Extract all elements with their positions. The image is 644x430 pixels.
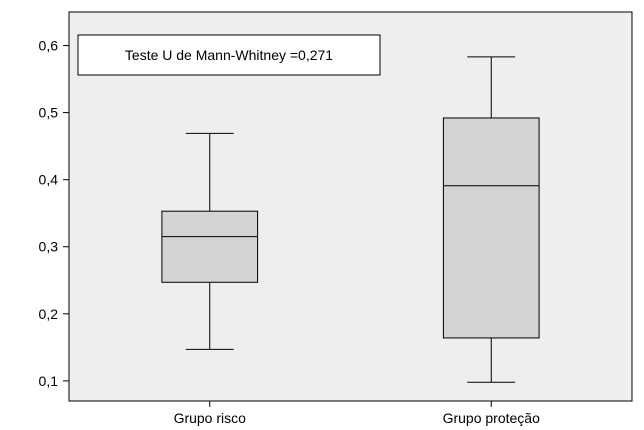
y-tick-label-1: 0,2	[39, 306, 59, 322]
x-tick-label-0: Grupo risco	[174, 410, 247, 426]
annotation-frame	[77, 34, 381, 76]
y-tick-label-5: 0,6	[39, 38, 59, 54]
box-0	[161, 210, 259, 283]
box-1	[442, 117, 540, 339]
y-tick-label-4: 0,5	[39, 105, 59, 121]
annotation-box: Teste U de Mann-Whitney =0,271	[77, 34, 381, 76]
y-tick-label-2: 0,3	[39, 239, 59, 255]
x-tick-label-1: Grupo proteção	[443, 410, 540, 426]
chart-marks: 0,1 0,2 0,3 0,4 0,5 0,6 Grupo risco Grupo prote…	[39, 38, 541, 426]
annotation-text: Teste U de Mann-Whitney =0,271	[125, 47, 333, 63]
y-tick-label-0: 0,1	[39, 373, 59, 389]
y-tick-label-3: 0,4	[39, 172, 59, 188]
